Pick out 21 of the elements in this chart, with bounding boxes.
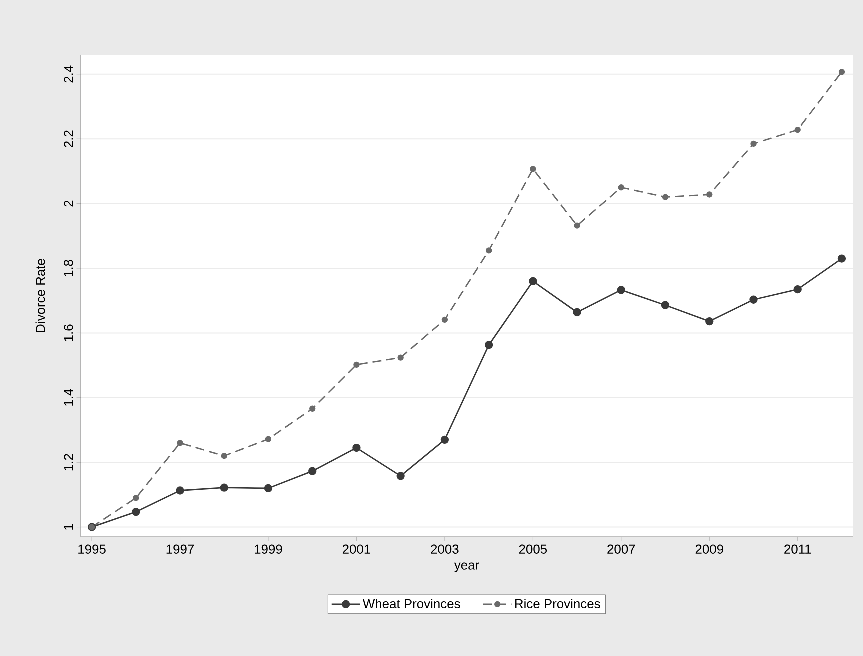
y-tick-label: 2 <box>64 200 74 207</box>
x-tick-label: 2011 <box>784 544 812 554</box>
x-tick-label: 1995 <box>78 544 106 554</box>
y-tick-label: 2.4 <box>64 66 74 83</box>
y-tick-label: 2.2 <box>64 130 74 148</box>
y-tick-label: 1.8 <box>64 260 74 277</box>
legend-label: Wheat Provinces <box>362 599 460 609</box>
x-tick-label: 1999 <box>255 544 282 554</box>
y-tick-label: 1.4 <box>64 389 74 406</box>
legend-label: Rice Provinces <box>516 599 600 609</box>
x-tick-label: 2001 <box>342 544 370 554</box>
y-axis-title: Divorce Rate <box>36 259 46 332</box>
x-tick-label: 2005 <box>519 544 548 554</box>
x-tick-label: 2003 <box>431 544 459 554</box>
x-tick-label: 1997 <box>166 544 194 554</box>
x-tick-label: 2007 <box>608 544 636 554</box>
x-tick-label: 2009 <box>696 544 724 554</box>
y-tick-label: 1 <box>64 524 74 530</box>
x-axis-title: year <box>454 562 480 572</box>
y-tick-label: 1.6 <box>64 324 74 342</box>
y-tick-label: 1.2 <box>64 454 74 471</box>
